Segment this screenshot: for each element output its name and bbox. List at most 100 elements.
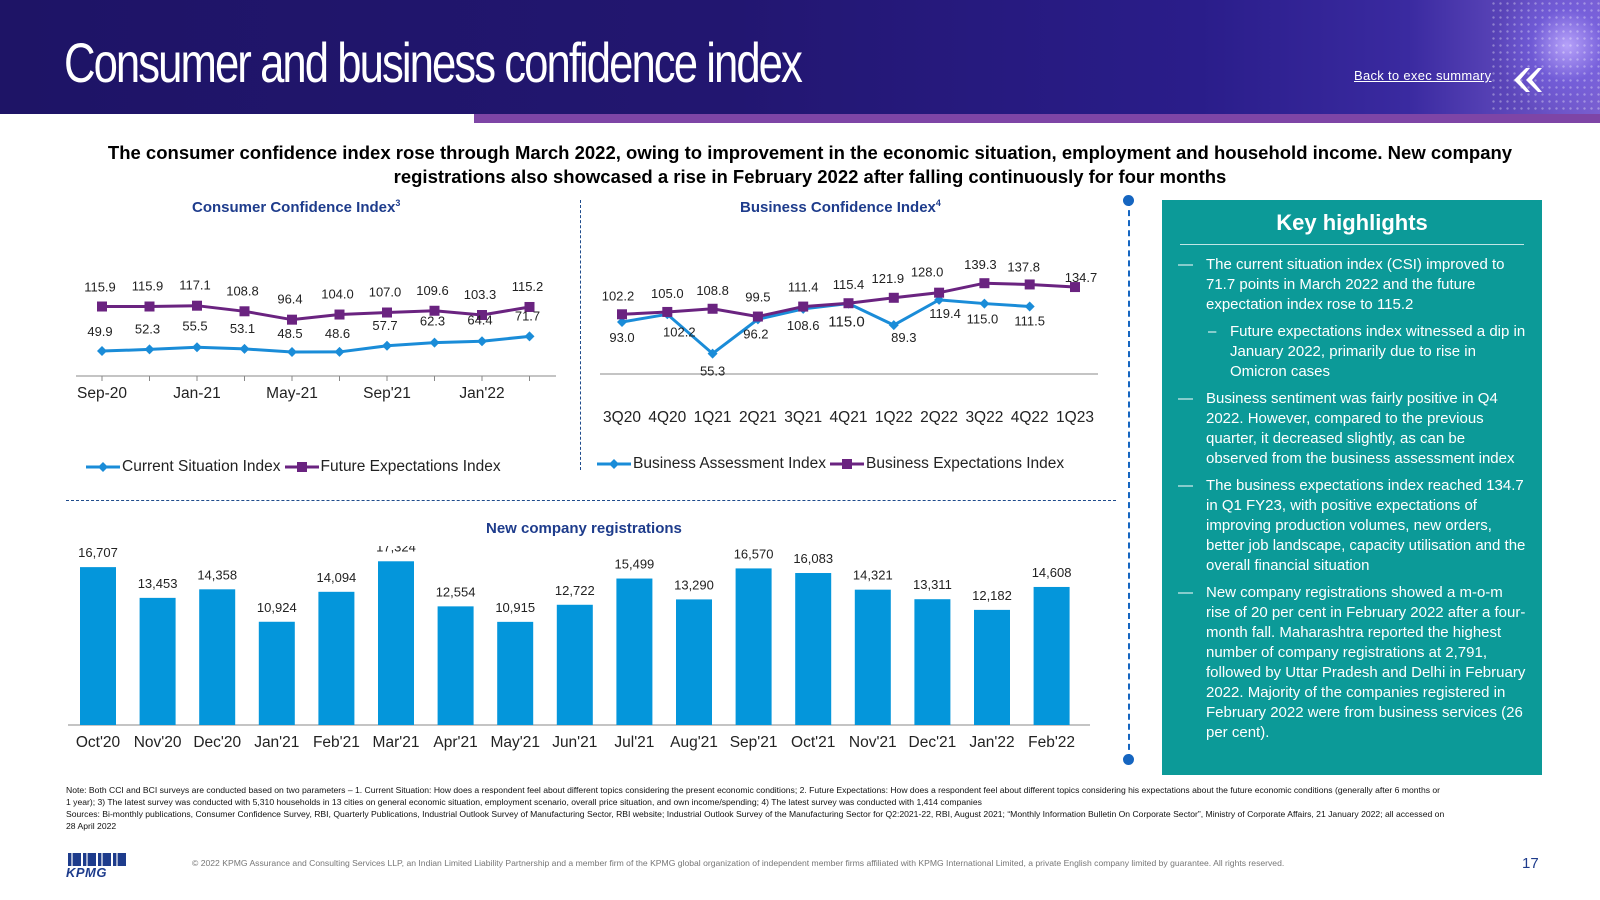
header-banner: Consumer and business confidence index B…: [0, 0, 1600, 114]
cci-fei-line: [102, 304, 530, 322]
registrations-x-tick-label: Feb'21: [313, 734, 360, 751]
cci-fei-point: [97, 301, 107, 312]
registrations-bar: [556, 604, 593, 725]
registrations-data-label: 12,722: [555, 583, 595, 598]
footnotes: Note: Both CCI and BCI surveys are condu…: [66, 784, 1446, 832]
rewind-icon[interactable]: [1512, 66, 1542, 94]
bci-expectations-point: [662, 306, 673, 317]
key-highlights-panel: Key highlights The current situation ind…: [1162, 200, 1542, 775]
bci-expectations-data-label: 134.7: [1065, 270, 1098, 285]
registrations-x-tick-label: Mar'21: [373, 734, 420, 751]
legend-line-marker-icon: [284, 462, 319, 472]
divider-top-dot: [1123, 195, 1134, 206]
cci-x-tick-label: Jan-21: [173, 385, 220, 402]
bci-assessment-point: [707, 348, 718, 359]
bci-expectations-data-label: 137.8: [1007, 259, 1040, 274]
divider-bottom-dot: [1123, 754, 1134, 765]
cci-csi-point: [144, 344, 155, 355]
registrations-bar: [437, 606, 474, 725]
registrations-data-label: 14,608: [1032, 565, 1072, 580]
key-highlights-title: Key highlights: [1180, 210, 1524, 245]
registrations-x-tick-label: Feb'22: [1028, 734, 1075, 751]
legend-line-marker-icon: [597, 459, 631, 469]
registrations-bar: [258, 621, 295, 725]
bci-x-tick-label: 2Q21: [739, 409, 777, 426]
accent-bar: [474, 114, 1600, 123]
registrations-data-label: 14,094: [317, 570, 357, 585]
cci-csi-line: [101, 334, 530, 354]
bci-x-tick-label: 3Q21: [784, 409, 822, 426]
registrations-x-tick-label: Apr'21: [433, 734, 477, 751]
bci-x-tick-label: 4Q21: [830, 409, 868, 426]
cci-fei-data-label: 107.0: [369, 285, 402, 300]
highlight-item: The current situation index (CSI) improv…: [1178, 255, 1526, 315]
bci-expectations-point: [707, 303, 718, 314]
registrations-bar: [80, 567, 116, 725]
registrations-bar: [378, 561, 414, 725]
bci-expectations-data-label: 105.0: [651, 286, 684, 301]
cci-fei-data-label: 115.9: [84, 280, 116, 295]
cci-csi-point: [334, 346, 345, 357]
bci-assessment-point: [617, 317, 627, 327]
bci-title-footnote: 4: [935, 198, 941, 208]
cci-fei-data-label: 108.8: [226, 283, 259, 298]
bci-legend: Business Assessment Index Business Expec…: [597, 455, 1068, 473]
cci-fei-point: [477, 310, 487, 321]
bci-assessment-data-label: 89.3: [891, 330, 916, 345]
cci-fei-point: [334, 309, 345, 320]
highlight-item: The business expectations index reached …: [1178, 476, 1526, 576]
bci-expectations-data-label: 115.4: [833, 277, 865, 292]
registrations-bar: [795, 573, 832, 725]
cci-legend-label-fei: Future Expectations Index: [320, 458, 501, 475]
cci-csi-data-label: 49.9: [87, 324, 112, 339]
page-title: Consumer and business confidence index: [64, 31, 803, 94]
cci-fei-point: [239, 306, 250, 317]
registrations-data-label: 13,290: [674, 577, 714, 592]
registrations-bar: [497, 621, 534, 725]
registrations-data-label: 16,083: [793, 551, 833, 566]
cci-fei-point: [192, 300, 202, 311]
registrations-x-tick-label: Jun'21: [552, 734, 597, 751]
cci-fei-data-label: 117.1: [179, 278, 211, 293]
bci-expectations-point: [798, 301, 809, 312]
cci-fei-data-label: 103.3: [464, 287, 497, 302]
cci-x-tick-label: Sep'21: [363, 385, 411, 402]
bci-legend-label-assessment: Business Assessment Index: [633, 455, 826, 472]
registrations-x-tick-label: Nov'20: [134, 734, 182, 751]
registrations-x-tick-label: Dec'20: [193, 734, 241, 751]
registrations-data-label: 14,321: [853, 568, 893, 583]
copyright-text: © 2022 KPMG Assurance and Consulting Ser…: [192, 858, 1285, 868]
cci-csi-point: [287, 347, 297, 357]
bci-assessment-point: [979, 298, 990, 309]
cci-fei-data-label: 109.6: [416, 283, 449, 298]
registrations-bar: [616, 578, 653, 725]
vertical-divider: [580, 200, 581, 470]
cci-csi-data-label: 53.1: [230, 321, 255, 336]
highlight-item: Future expectations index witnessed a di…: [1178, 322, 1526, 382]
cci-fei-point: [287, 314, 297, 325]
cci-legend: Current Situation Index Future Expectati…: [86, 458, 505, 476]
bci-x-tick-label: 4Q20: [648, 409, 686, 426]
cci-csi-data-label: 64.4: [467, 312, 492, 327]
cci-csi-point: [239, 343, 250, 354]
bci-legend-item-expectations: Business Expectations Index: [830, 455, 1064, 473]
registrations-data-label: 16,570: [734, 546, 774, 561]
bci-expectations-data-label: 121.9: [872, 271, 905, 286]
bci-assessment-data-label: 108.6: [787, 318, 820, 333]
registrations-bar: [139, 597, 176, 725]
page-number: 17: [1522, 855, 1539, 872]
bci-legend-item-assessment: Business Assessment Index: [597, 455, 826, 473]
bci-x-tick-label: 1Q22: [875, 409, 913, 426]
kpmg-logo-text: KPMG: [66, 865, 107, 878]
back-to-exec-summary-link[interactable]: Back to exec summary: [1354, 68, 1492, 83]
highlights-divider: [1128, 200, 1130, 760]
bci-assessment-data-label: 111.5: [1014, 313, 1045, 328]
highlight-item: Business sentiment was fairly positive i…: [1178, 389, 1526, 469]
cci-csi-point: [192, 342, 202, 353]
headline: The consumer confidence index rose throu…: [107, 142, 1513, 187]
cci-title-footnote: 3: [395, 198, 401, 208]
header-decoration: [1490, 0, 1600, 114]
bci-x-tick-label: 1Q23: [1056, 409, 1094, 426]
registrations-x-tick-label: Nov'21: [849, 734, 897, 751]
registrations-chart: 16,707 Oct'20 13,453 Nov'20 14,358 Dec'20 10,9…: [68, 546, 1090, 751]
